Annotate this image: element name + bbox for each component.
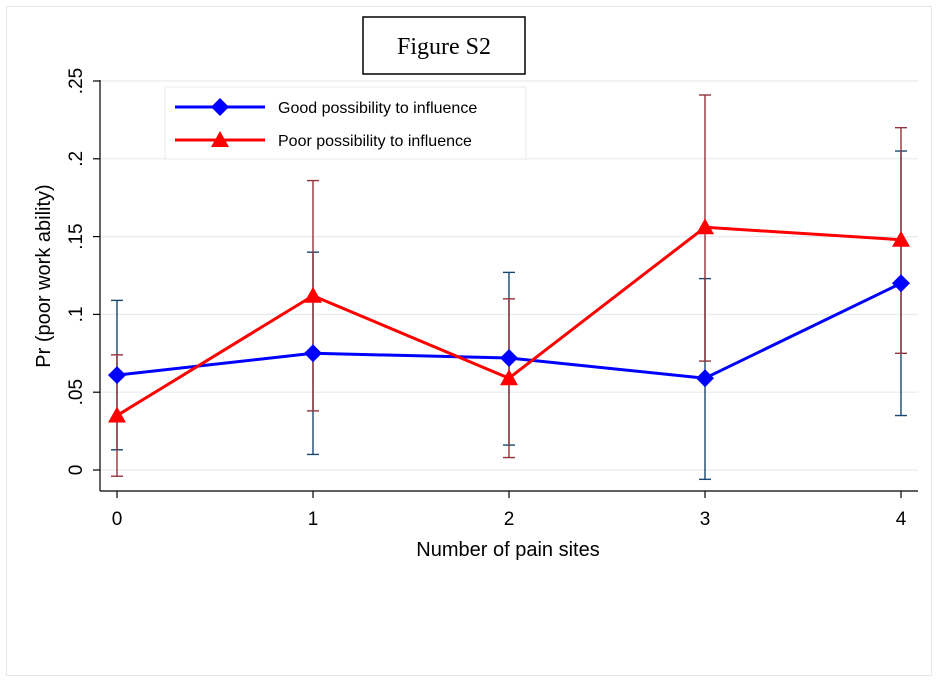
- y-tick-label: .15: [66, 223, 87, 249]
- data-point-poor: [500, 369, 518, 386]
- x-axis-title: Number of pain sites: [416, 539, 599, 561]
- data-point-good: [892, 274, 910, 293]
- y-tick-label: .05: [66, 379, 87, 405]
- y-tick-label: .25: [66, 68, 87, 94]
- x-tick-label: 1: [308, 509, 319, 530]
- x-tick-label: 2: [504, 509, 515, 530]
- figure-title: Figure S2: [397, 34, 491, 60]
- legend-label-good: Good possibility to influence: [278, 100, 477, 117]
- data-point-good: [696, 369, 714, 388]
- figure-title-box: [362, 16, 526, 75]
- legend-label-poor: Poor possibility to influence: [278, 133, 472, 150]
- x-tick-label: 4: [896, 509, 907, 530]
- data-point-poor: [696, 218, 714, 235]
- data-point-good: [304, 344, 322, 363]
- y-tick-label: 0: [66, 465, 87, 476]
- series-markers: [108, 218, 910, 423]
- data-point-poor: [304, 286, 322, 303]
- x-tick-label: 0: [112, 509, 123, 530]
- data-point-good: [500, 348, 518, 367]
- y-tick-label: .1: [66, 306, 87, 322]
- data-point-poor: [108, 406, 126, 423]
- y-tick-label: .2: [66, 151, 87, 167]
- y-ticks: 0 .05 .1 .15 .2 .25: [66, 68, 100, 476]
- data-point-poor: [892, 230, 910, 247]
- x-ticks: 0 1 2 3 4: [112, 491, 907, 530]
- x-tick-label: 3: [700, 509, 711, 530]
- legend-marker-good: [211, 98, 229, 116]
- data-point-good: [108, 366, 126, 385]
- legend-marker-poor: [211, 131, 229, 147]
- legend: Good possibility to influence Poor possi…: [164, 86, 527, 160]
- y-axis-title: Pr (poor work ability): [33, 184, 55, 367]
